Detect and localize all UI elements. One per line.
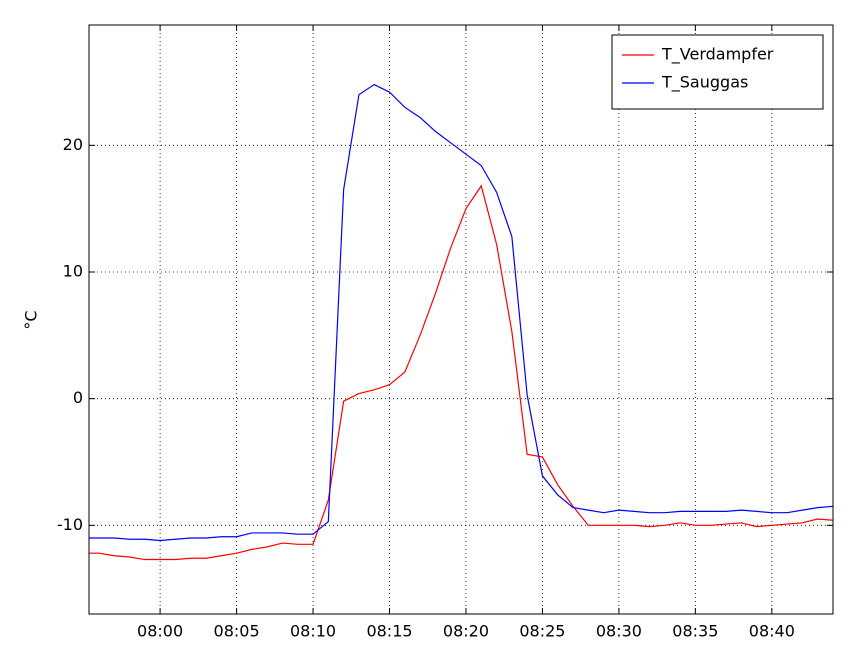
plot-frame — [88, 24, 834, 615]
y-tick-label: 20 — [63, 135, 83, 154]
y-tick-label: 0 — [73, 388, 83, 407]
y-axis-label: °C — [22, 310, 41, 329]
x-tick-label: 08:40 — [749, 622, 795, 641]
x-tick-label: 08:00 — [137, 622, 183, 641]
x-tick-label: 08:30 — [596, 622, 642, 641]
x-tick-label: 08:05 — [214, 622, 260, 641]
y-tick-label: -10 — [57, 515, 83, 534]
x-tick-label: 08:35 — [672, 622, 718, 641]
data-line — [89, 83, 833, 542]
x-tick-label: 08:25 — [519, 622, 565, 641]
x-tick-label: 08:10 — [290, 622, 336, 641]
legend-label: T_Sauggas — [661, 73, 748, 93]
plot-area — [89, 83, 833, 561]
data-line — [89, 184, 833, 561]
legend-label: T_Verdampfer — [661, 45, 774, 65]
x-tick-label: 08:15 — [366, 622, 412, 641]
legend-box — [611, 34, 824, 110]
x-tick-label: 08:20 — [443, 622, 489, 641]
y-tick-label: 10 — [63, 262, 83, 281]
